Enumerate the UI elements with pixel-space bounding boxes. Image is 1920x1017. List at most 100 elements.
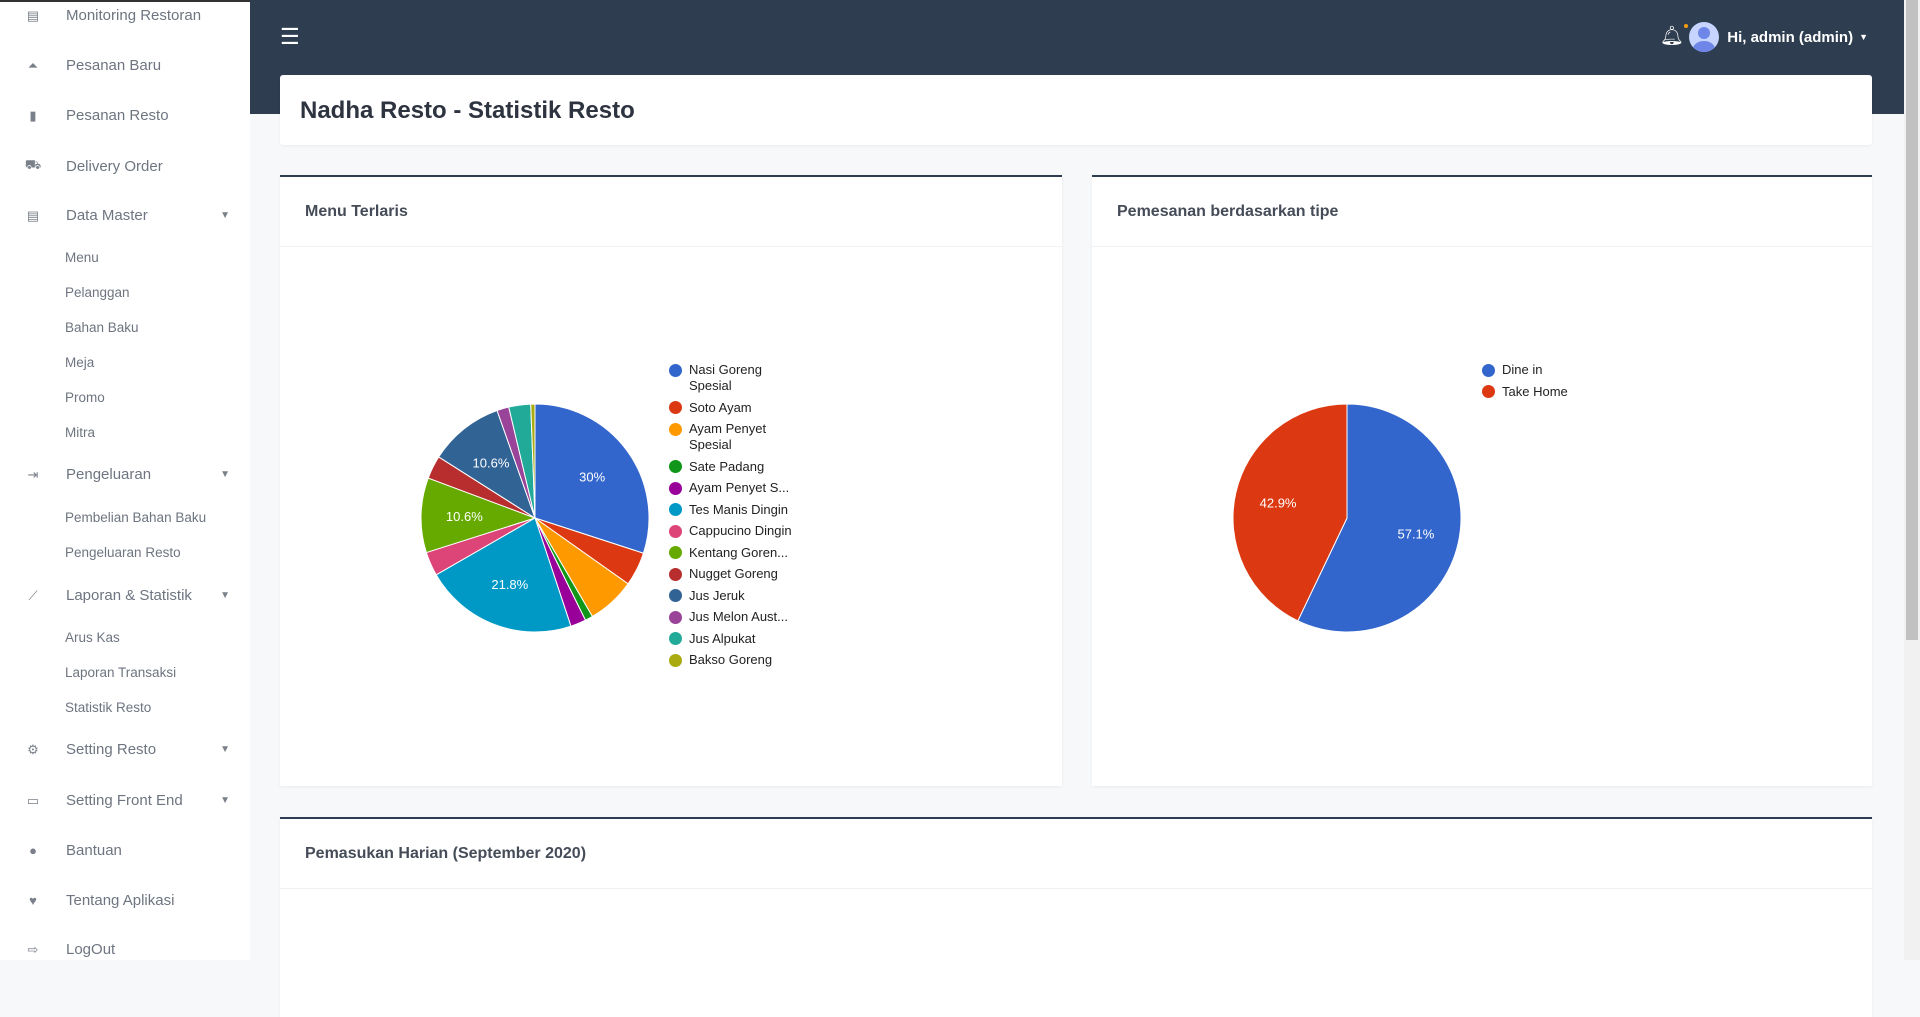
monitor-icon: ▤ (26, 7, 40, 23)
sidebar-item-bantuan[interactable]: ● Bantuan (0, 842, 250, 859)
legend-label: Ayam Penyet Spesial (689, 421, 767, 452)
sidebar-item-setting-front-end[interactable]: ▭ Setting Front End ▼ (0, 792, 250, 809)
legend-label: Jus Jeruk (689, 587, 745, 603)
notification-bell-icon[interactable]: 🔔︎ (1659, 24, 1689, 47)
table-icon: ▤ (26, 207, 40, 223)
legend-tipe: Dine in Take Home (1482, 362, 1612, 405)
legend-label: Dine in (1502, 362, 1543, 377)
legend-swatch (669, 524, 682, 538)
info-icon: ● (29, 843, 37, 858)
sidebar-item-label: Data Master (66, 207, 148, 224)
sidebar-item-logout[interactable]: ⇨ LogOut (0, 941, 250, 958)
sidebar-item-monitoring-restoran[interactable]: ▤ Monitoring Restoran (0, 7, 250, 24)
legend-swatch (669, 546, 682, 559)
legend-item[interactable]: Soto Ayam (669, 400, 799, 416)
card-title: Pemesanan berdasarkan tipe (1092, 177, 1872, 247)
pie-slice[interactable] (1297, 403, 1462, 633)
sidebar-item-laporan-statistik[interactable]: ⟋ Laporan & Statistik ▼ (0, 587, 250, 604)
pie-slice[interactable] (435, 517, 572, 633)
legend-item[interactable]: Dine in (1482, 362, 1612, 378)
sidebar-item-setting-resto[interactable]: ⚙ Setting Resto ▼ (0, 741, 250, 758)
legend-item[interactable]: Sate Padang (669, 459, 799, 475)
legend-menu: Nasi Goreng Spesial Soto Ayam Ayam Penyet … (669, 362, 799, 674)
legend-label: Sate Padang (689, 458, 765, 474)
pie-charts: 30% 21.8% 10.6% 10.6% 57.1% 42.9% (420, 403, 1462, 633)
legend-item[interactable]: Nasi Goreng Spesial (669, 362, 799, 394)
sidebar-item-label: LogOut (66, 941, 116, 958)
legend-swatch (669, 401, 682, 414)
legend-item[interactable]: Ayam Penyet Spesial (669, 421, 799, 453)
slice-label: 10.6% (473, 456, 510, 471)
sidebar-subitem[interactable]: Promo (65, 390, 105, 405)
user-menu[interactable]: Hi, admin (admin) ▼ (1689, 22, 1868, 52)
sidebar-item-delivery-order[interactable]: ⛟ Delivery Order (0, 157, 250, 175)
legend-item[interactable]: Nugget Goreng (669, 566, 799, 582)
caret-down-icon: ▼ (220, 210, 230, 221)
sidebar-item-data-master[interactable]: ▤ Data Master ▼ (0, 207, 250, 224)
hamburger-menu-icon[interactable]: ☰ (280, 24, 300, 49)
sidebar-subitem[interactable]: Pelanggan (65, 285, 130, 300)
sidebar-item-tentang-aplikasi[interactable]: ♥ Tentang Aplikasi (0, 892, 250, 909)
caret-down-icon: ▼ (220, 795, 230, 806)
legend-item[interactable]: Bakso Goreng (669, 652, 799, 668)
legend-item[interactable]: Tes Manis Dingin (669, 502, 799, 518)
scrollbar[interactable] (1904, 0, 1920, 960)
scrollbar-thumb[interactable] (1906, 0, 1918, 640)
bell-service-icon: ⏶ (27, 57, 39, 73)
sidebar-subitem[interactable]: Arus Kas (65, 630, 120, 645)
slice-label: 21.8% (491, 577, 528, 592)
legend-swatch (1482, 363, 1495, 377)
sidebar-item-label: Tentang Aplikasi (66, 892, 175, 909)
sign-out-icon: ⇨ (27, 941, 39, 957)
legend-label: Jus Alpukat (689, 630, 756, 646)
pie-slice[interactable] (420, 477, 537, 554)
slice-label: 30% (579, 469, 605, 484)
sidebar-subitem[interactable]: Laporan Transaksi (65, 665, 177, 680)
clipboard-icon: ▮ (29, 107, 37, 123)
sidebar-item-label: Delivery Order (66, 157, 163, 175)
legend-swatch (669, 460, 682, 473)
tipe-pemesanan-card: Pemesanan berdasarkan tipe (1092, 175, 1872, 786)
legend-item[interactable]: Kentang Goren... (669, 545, 799, 561)
slice-label: 10.6% (446, 509, 483, 524)
legend-swatch (669, 363, 682, 377)
sidebar: ▤ Monitoring Restoran ⏶ Pesanan Baru ▮ Pesana… (0, 0, 250, 960)
sidebar-subitem[interactable]: Menu (65, 250, 99, 265)
sidebar-subitem[interactable]: Bahan Baku (65, 320, 139, 335)
caret-down-icon: ▼ (1859, 32, 1868, 42)
page-title: Nadha Resto - Statistik Resto (300, 97, 635, 124)
truck-icon: ⛟ (24, 157, 42, 172)
sidebar-item-pesanan-baru[interactable]: ⏶ Pesanan Baru (0, 57, 250, 74)
legend-item[interactable]: Jus Melon Aust... (669, 609, 799, 625)
legend-swatch (669, 422, 682, 436)
legend-label: Ayam Penyet S... (689, 480, 790, 495)
sidebar-subitem[interactable]: Pengeluaran Resto (65, 545, 181, 560)
laptop-icon: ▭ (26, 792, 40, 808)
avatar (1689, 22, 1720, 52)
sidebar-subitem[interactable]: Meja (65, 355, 95, 370)
sidebar-item-label: Setting Resto (66, 741, 157, 758)
pie-slice[interactable] (530, 403, 536, 519)
sidebar-item-label: Bantuan (66, 842, 122, 859)
sidebar-item-label: Laporan & Statistik (66, 587, 192, 604)
pie-slice[interactable] (534, 403, 650, 554)
caret-down-icon: ▼ (220, 469, 230, 480)
legend-swatch (669, 589, 682, 602)
legend-item[interactable]: Cappucino Dingin (669, 523, 799, 539)
sidebar-subitem[interactable]: Pembelian Bahan Baku (65, 510, 207, 525)
legend-label: Tes Manis Dingin (689, 501, 788, 517)
sidebar-subitem[interactable]: Mitra (65, 425, 95, 440)
legend-swatch (669, 503, 682, 516)
sidebar-subitem[interactable]: Statistik Resto (65, 700, 152, 715)
sidebar-item-pengeluaran[interactable]: ⇥ Pengeluaran ▼ (0, 466, 250, 483)
legend-item[interactable]: Ayam Penyet S... (669, 480, 799, 496)
legend-item[interactable]: Jus Jeruk (669, 588, 799, 604)
legend-item[interactable]: Jus Alpukat (669, 631, 799, 647)
pie-slice[interactable] (1232, 403, 1348, 622)
sidebar-item-pesanan-resto[interactable]: ▮ Pesanan Resto (0, 107, 250, 124)
legend-label: Cappucino Dingin (689, 523, 792, 538)
pie-slice[interactable] (438, 409, 536, 520)
page-title-card: Nadha Resto - Statistik Resto (280, 75, 1872, 145)
menu-terlaris-card: Menu Terlaris (280, 175, 1062, 786)
legend-item[interactable]: Take Home (1482, 384, 1612, 400)
